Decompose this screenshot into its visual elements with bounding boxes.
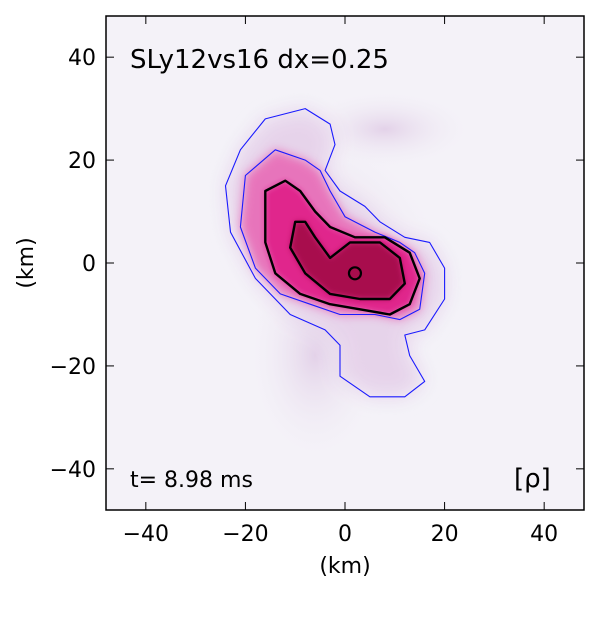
contour-lines bbox=[224, 108, 446, 398]
x-tick-label: 20 bbox=[431, 522, 459, 547]
contour-core bbox=[289, 220, 406, 301]
y-tick-label: 0 bbox=[82, 252, 96, 277]
quantity-label: [ρ] bbox=[514, 464, 551, 494]
x-tick-label: −20 bbox=[222, 522, 268, 547]
contour-second bbox=[239, 149, 426, 321]
x-tick-label: 0 bbox=[338, 522, 352, 547]
density-halo-upper bbox=[294, 89, 475, 170]
y-tick-label: 40 bbox=[68, 46, 96, 71]
x-axis-label: (km) bbox=[319, 554, 370, 579]
y-tick-label: −20 bbox=[50, 355, 96, 380]
x-axis-ticks: −40 −20 0 20 40 bbox=[123, 16, 558, 547]
y-tick-label: 20 bbox=[68, 149, 96, 174]
time-label: t= 8.98 ms bbox=[130, 468, 253, 493]
x-tick-label: −40 bbox=[123, 522, 169, 547]
contour-center-loop bbox=[347, 266, 363, 281]
chart-title: SLy12vs16 dx=0.25 bbox=[130, 45, 389, 75]
density-layer-core bbox=[290, 221, 405, 299]
x-tick-label: 40 bbox=[530, 522, 558, 547]
contour-third bbox=[264, 179, 421, 316]
y-axis-label: (km) bbox=[14, 237, 39, 288]
contour-outer bbox=[224, 108, 446, 398]
y-tick-label: −40 bbox=[50, 458, 96, 483]
y-axis-ticks: −40 −20 0 20 40 bbox=[50, 46, 584, 483]
